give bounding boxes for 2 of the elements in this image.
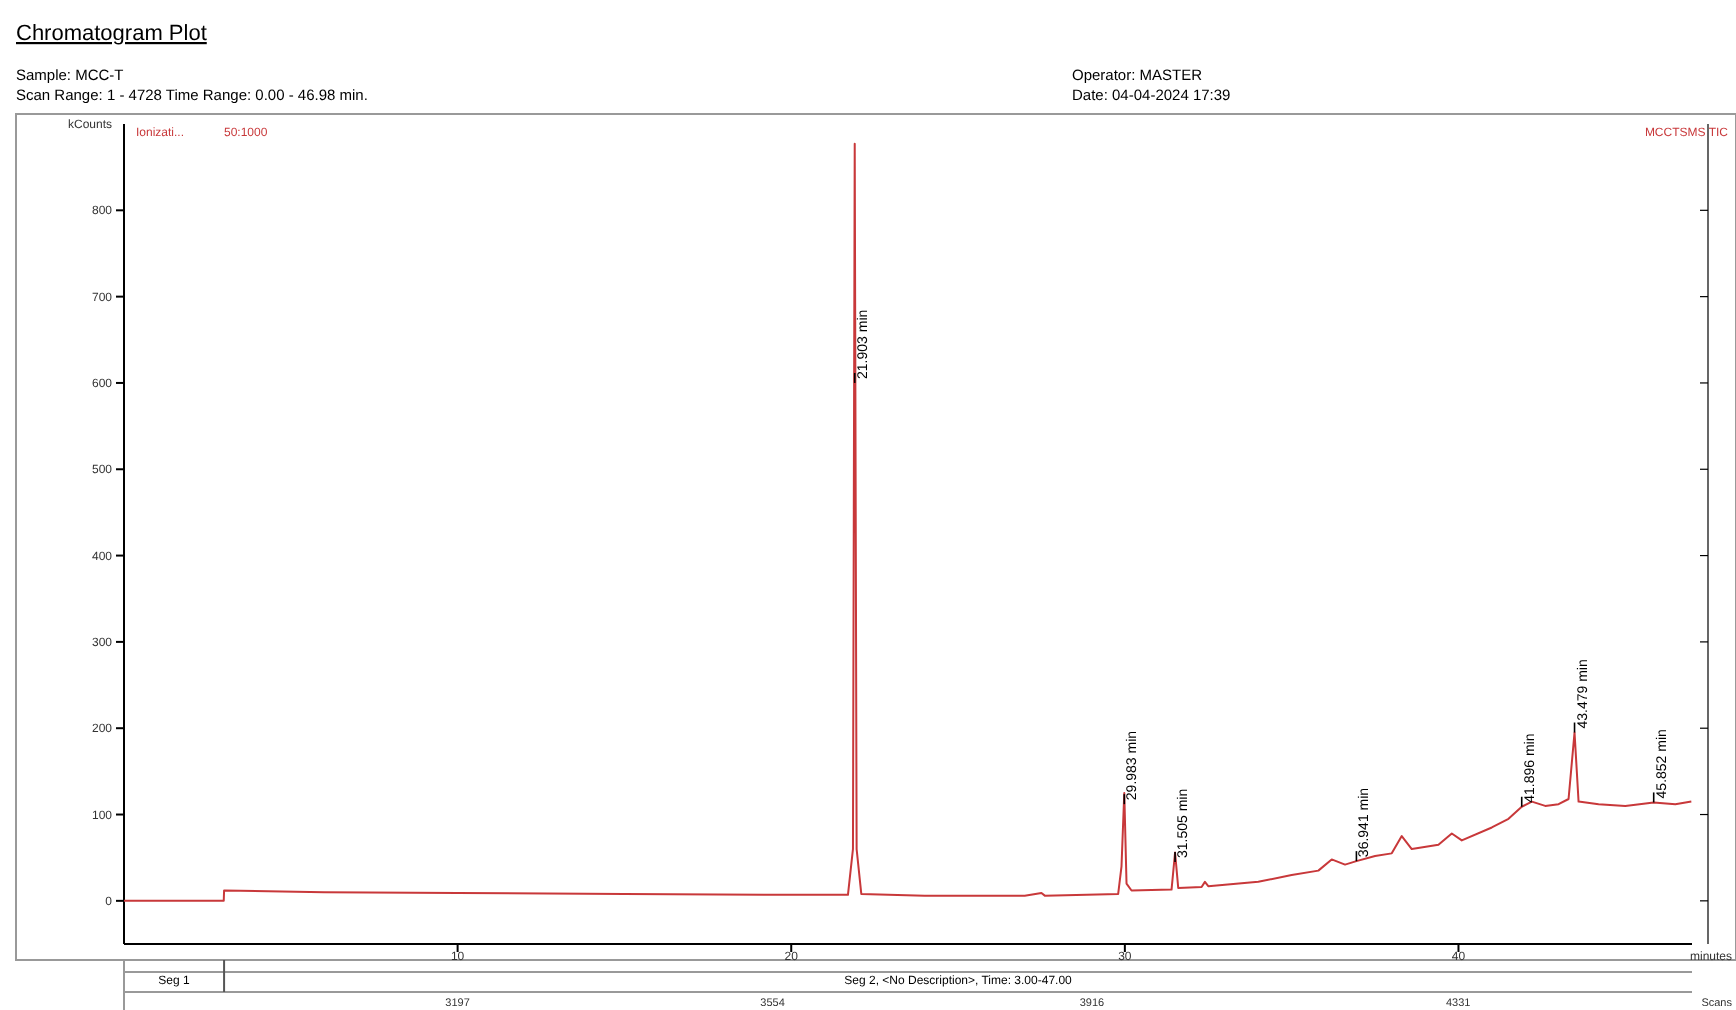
line-series	[123, 142, 1693, 902]
chart-title: Chromatogram Plot	[16, 22, 207, 46]
